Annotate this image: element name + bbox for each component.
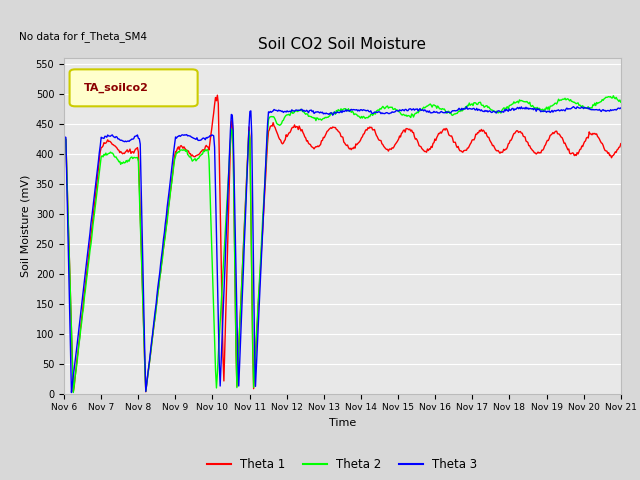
FancyBboxPatch shape: [70, 70, 198, 107]
Theta 3: [313, 109, 321, 115]
Theta 2: [204, 148, 212, 154]
Theta 3: [389, 109, 397, 115]
Theta 1: [390, 144, 398, 150]
Theta 3: [68, 390, 76, 396]
Theta 2: [389, 107, 397, 112]
Theta 1: [142, 389, 150, 395]
Theta 3: [204, 134, 212, 140]
Text: No data for f_Theta_SM4: No data for f_Theta_SM4: [19, 31, 147, 42]
Theta 1: [481, 131, 489, 136]
Theta 3: [60, 135, 68, 141]
Theta 1: [214, 92, 221, 98]
Theta 1: [434, 133, 442, 139]
Theta 2: [617, 99, 625, 105]
Title: Soil CO2 Soil Moisture: Soil CO2 Soil Moisture: [259, 37, 426, 52]
Theta 3: [433, 109, 440, 115]
Legend: Theta 1, Theta 2, Theta 3: Theta 1, Theta 2, Theta 3: [203, 453, 482, 476]
Theta 1: [159, 246, 167, 252]
Theta 2: [159, 245, 167, 251]
Theta 3: [617, 105, 625, 111]
Theta 2: [70, 390, 77, 396]
Theta 2: [480, 104, 488, 110]
Theta 2: [313, 115, 321, 120]
Y-axis label: Soil Moisture (mV): Soil Moisture (mV): [20, 174, 30, 277]
Line: Theta 2: Theta 2: [64, 96, 621, 393]
Theta 1: [617, 141, 625, 146]
Theta 2: [609, 93, 617, 98]
Theta 1: [60, 134, 68, 140]
Theta 1: [204, 144, 212, 150]
Theta 1: [314, 143, 322, 149]
Text: TA_soilco2: TA_soilco2: [83, 83, 148, 93]
Theta 3: [481, 108, 489, 113]
Theta 3: [463, 104, 470, 109]
Line: Theta 3: Theta 3: [64, 107, 621, 393]
Theta 2: [433, 106, 440, 111]
Line: Theta 1: Theta 1: [64, 95, 621, 392]
Theta 3: [159, 236, 167, 242]
X-axis label: Time: Time: [329, 418, 356, 428]
Theta 2: [60, 137, 68, 143]
